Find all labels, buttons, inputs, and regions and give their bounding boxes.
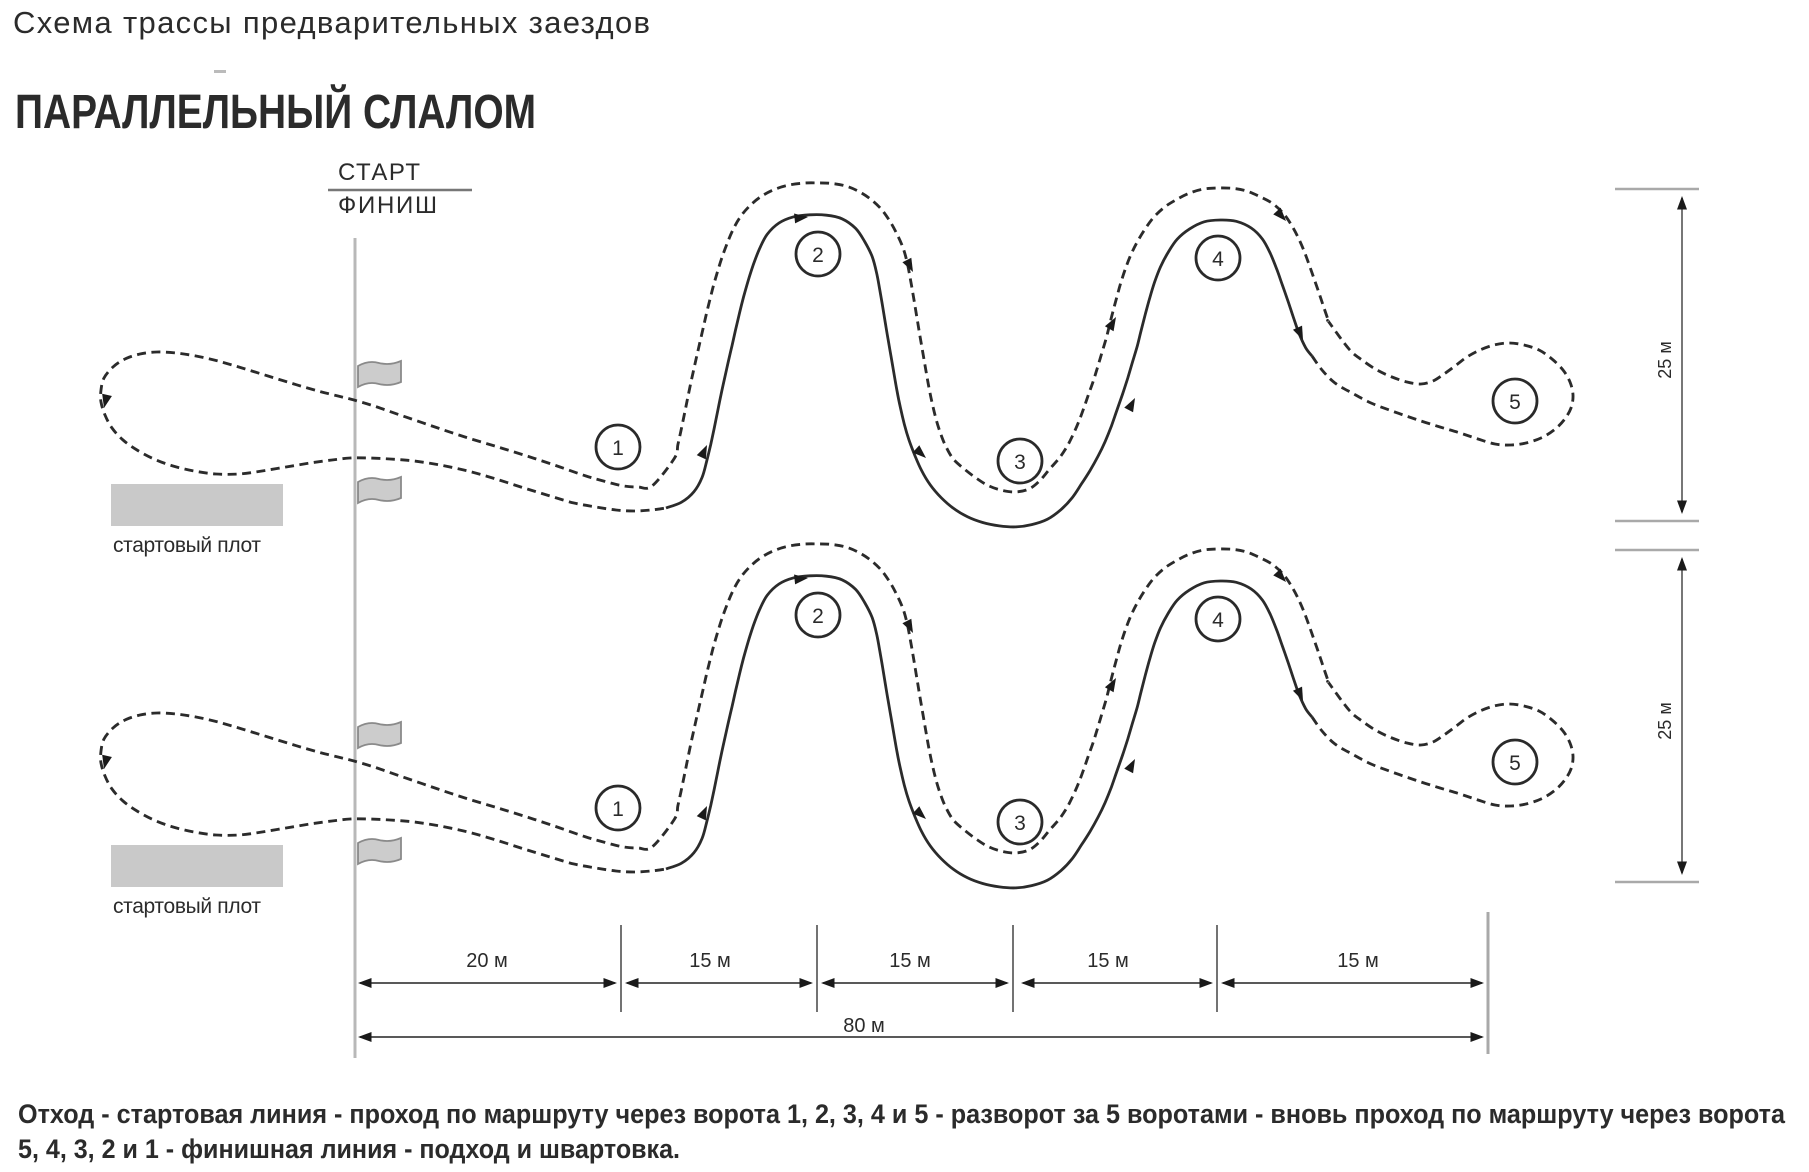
svg-text:Отход - стартовая линия - прох: Отход - стартовая линия - проход по марш… bbox=[18, 1099, 1786, 1129]
svg-text:Схема трассы предварительных з: Схема трассы предварительных заездов bbox=[13, 5, 650, 40]
svg-text:15 м: 15 м bbox=[1337, 950, 1379, 972]
svg-text:ФИНИШ: ФИНИШ bbox=[338, 192, 437, 219]
svg-text:80 м: 80 м bbox=[843, 1015, 885, 1037]
svg-text:5, 4, 3, 2 и 1 - финишная лини: 5, 4, 3, 2 и 1 - финишная линия - подход… bbox=[18, 1134, 680, 1164]
svg-text:15 м: 15 м bbox=[889, 950, 931, 972]
svg-text:15 м: 15 м bbox=[1087, 950, 1129, 972]
svg-text:ПАРАЛЛЕЛЬНЫЙ СЛАЛОМ: ПАРАЛЛЕЛЬНЫЙ СЛАЛОМ bbox=[15, 84, 536, 139]
svg-text:СТАРТ: СТАРТ bbox=[338, 159, 420, 186]
svg-text:15 м: 15 м bbox=[689, 950, 731, 972]
svg-text:20 м: 20 м bbox=[466, 950, 508, 972]
